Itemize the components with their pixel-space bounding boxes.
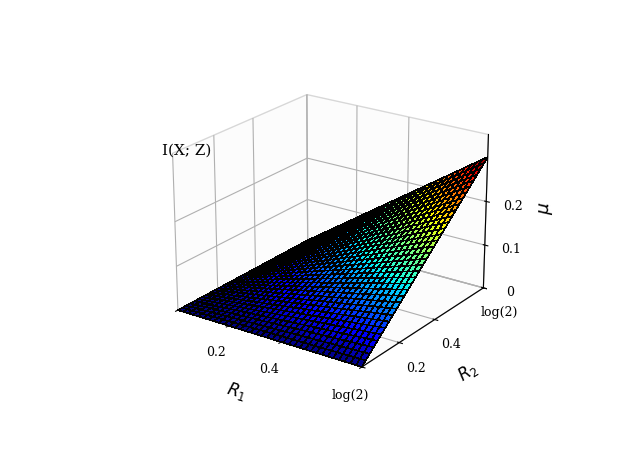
Y-axis label: $R_2$: $R_2$	[454, 359, 481, 387]
Text: I(X; Z): I(X; Z)	[162, 144, 211, 158]
X-axis label: $R_1$: $R_1$	[224, 378, 249, 404]
